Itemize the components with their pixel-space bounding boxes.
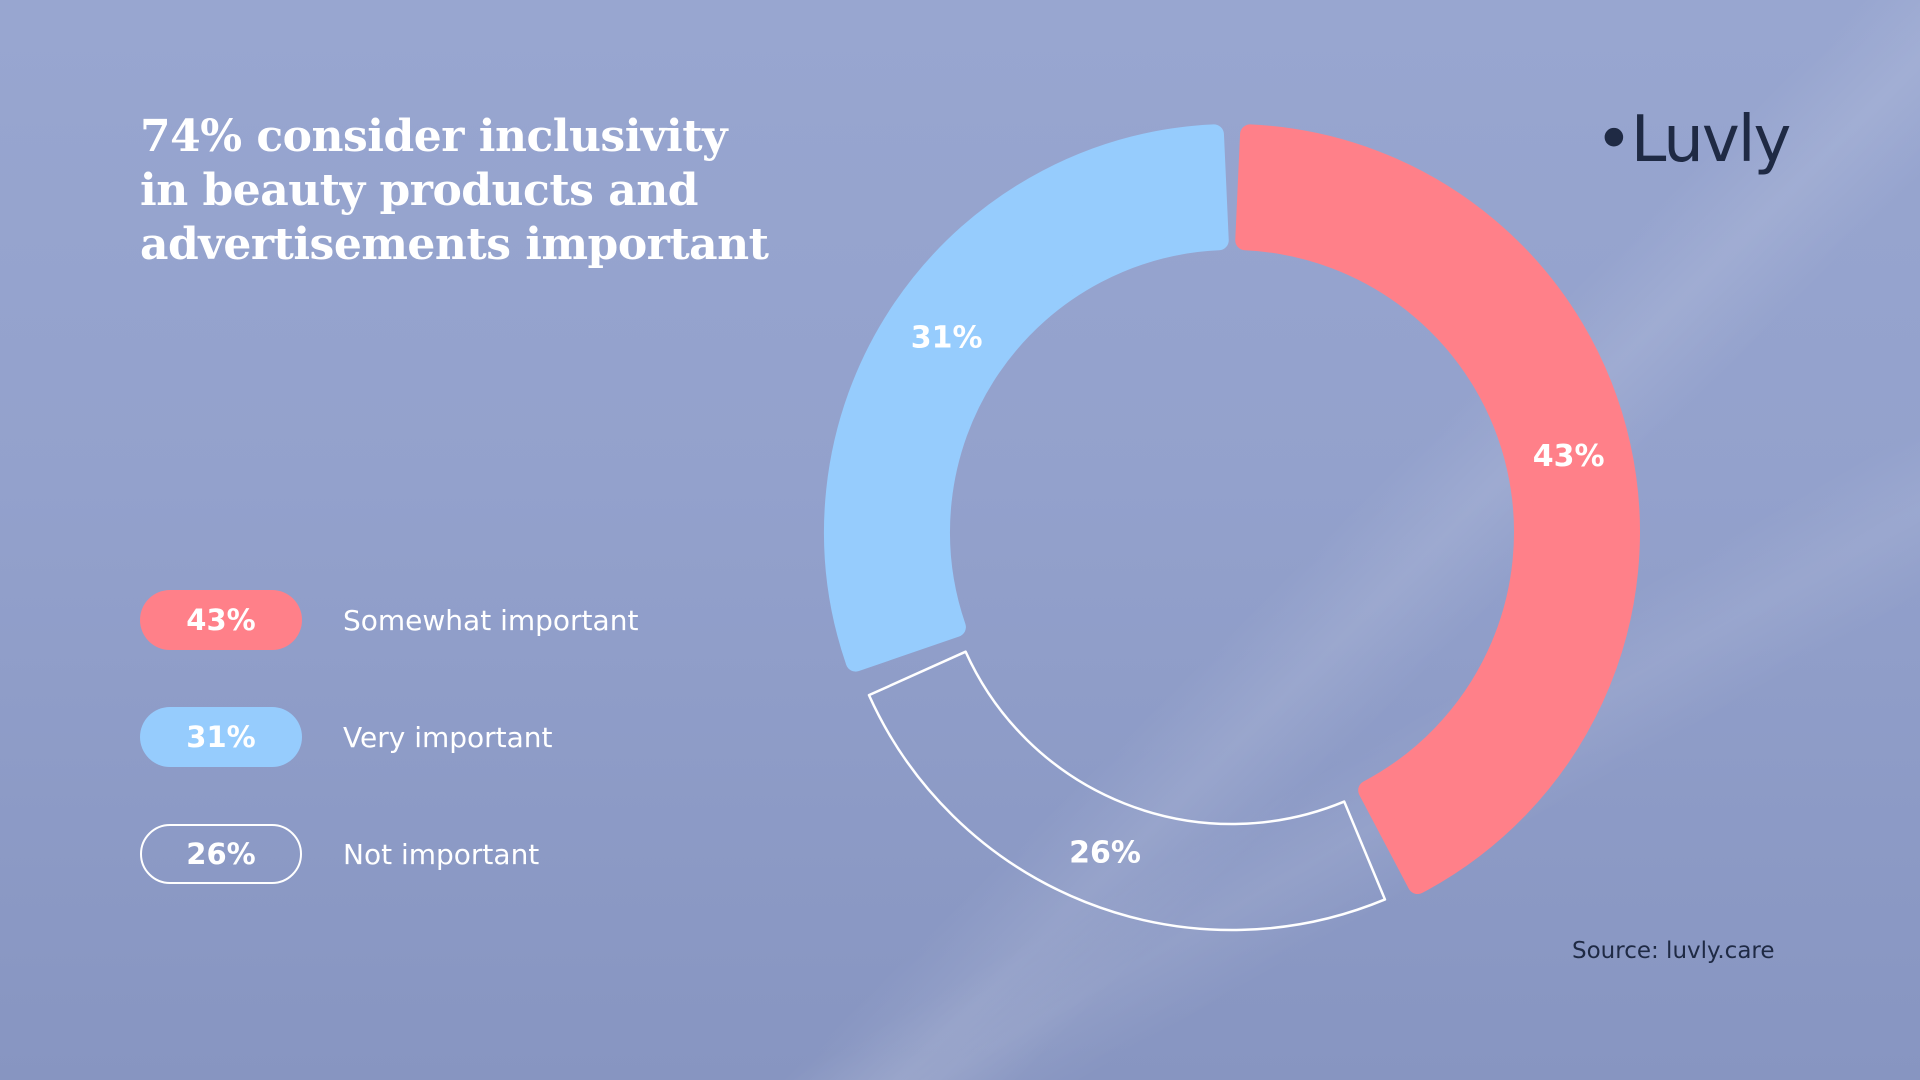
legend-item-very-important: 31% Very important xyxy=(140,707,700,767)
luvly-logo: •Luvly xyxy=(1595,103,1791,177)
legend-item-not-important: 26% Not important xyxy=(140,824,700,884)
title-line: advertisements important xyxy=(140,219,769,270)
title-line: 74% consider inclusivity xyxy=(140,111,728,162)
legend-label-very-important: Very important xyxy=(343,720,553,754)
title-line: in beauty products and xyxy=(140,165,699,216)
donut-slice-very-important xyxy=(823,124,1229,672)
donut-slice-not-important xyxy=(867,650,1387,932)
donut-label-not-important: 26% xyxy=(1069,835,1141,870)
chart-title: 74% consider inclusivity in beauty produ… xyxy=(140,110,780,272)
legend-label-not-important: Not important xyxy=(343,837,540,871)
legend-swatch-very-important: 31% xyxy=(140,707,302,767)
donut-label-somewhat-important: 43% xyxy=(1533,439,1605,474)
legend-label-somewhat-important: Somewhat important xyxy=(343,603,639,637)
source-note: Source: luvly.care xyxy=(1572,938,1775,964)
legend-swatch-somewhat-important: 43% xyxy=(140,590,302,650)
legend-swatch-not-important: 26% xyxy=(140,824,302,884)
donut-label-very-important: 31% xyxy=(911,321,983,356)
legend: 43% Somewhat important 31% Very importan… xyxy=(140,590,700,941)
legend-item-somewhat-important: 43% Somewhat important xyxy=(140,590,700,650)
donut-slice-somewhat-important xyxy=(1235,124,1640,895)
